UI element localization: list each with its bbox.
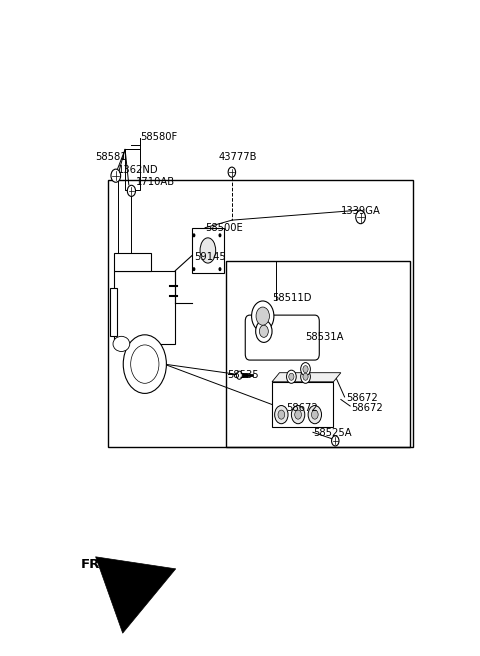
Text: 58525A: 58525A: [313, 428, 351, 438]
Bar: [226, 260, 409, 447]
Text: 58531A: 58531A: [305, 333, 344, 342]
Bar: [114, 271, 175, 344]
Circle shape: [303, 365, 308, 373]
Bar: [192, 228, 224, 273]
Text: 59145: 59145: [195, 252, 227, 262]
Text: 1710AB: 1710AB: [136, 176, 175, 187]
Bar: [110, 289, 117, 337]
Bar: [114, 253, 151, 271]
Circle shape: [332, 436, 339, 446]
Circle shape: [275, 405, 288, 424]
Circle shape: [291, 405, 305, 424]
Text: 58672: 58672: [351, 403, 383, 413]
Circle shape: [236, 371, 242, 379]
Circle shape: [300, 363, 311, 376]
Text: FR.: FR.: [81, 558, 105, 571]
Circle shape: [256, 307, 269, 325]
Circle shape: [356, 211, 365, 224]
Circle shape: [300, 370, 311, 383]
FancyBboxPatch shape: [245, 315, 319, 360]
Text: 43777B: 43777B: [218, 152, 257, 162]
Circle shape: [278, 410, 285, 419]
Text: 58672: 58672: [286, 403, 318, 413]
Circle shape: [111, 169, 120, 182]
Polygon shape: [250, 316, 317, 354]
Circle shape: [289, 373, 294, 380]
Circle shape: [228, 167, 236, 177]
Circle shape: [218, 234, 221, 237]
Circle shape: [303, 373, 308, 380]
Circle shape: [256, 320, 272, 342]
Circle shape: [123, 335, 167, 394]
Circle shape: [252, 301, 274, 331]
Circle shape: [312, 410, 318, 419]
Text: 58581: 58581: [96, 152, 127, 162]
Text: 1362ND: 1362ND: [118, 165, 158, 174]
Text: 58672: 58672: [346, 393, 377, 403]
Text: 1339GA: 1339GA: [341, 206, 381, 216]
Circle shape: [218, 267, 221, 271]
Circle shape: [259, 325, 268, 337]
Bar: [108, 180, 413, 447]
Polygon shape: [272, 373, 341, 382]
Circle shape: [287, 370, 296, 383]
Ellipse shape: [113, 337, 130, 352]
Text: 58511D: 58511D: [272, 293, 312, 304]
Circle shape: [295, 410, 301, 419]
Text: 58580F: 58580F: [140, 132, 177, 142]
Circle shape: [308, 405, 322, 424]
Circle shape: [192, 267, 195, 271]
Text: 58535: 58535: [228, 370, 259, 380]
Bar: [272, 382, 334, 427]
Ellipse shape: [200, 238, 216, 263]
Text: 58500E: 58500E: [205, 223, 243, 233]
Circle shape: [192, 234, 195, 237]
Circle shape: [127, 185, 135, 196]
